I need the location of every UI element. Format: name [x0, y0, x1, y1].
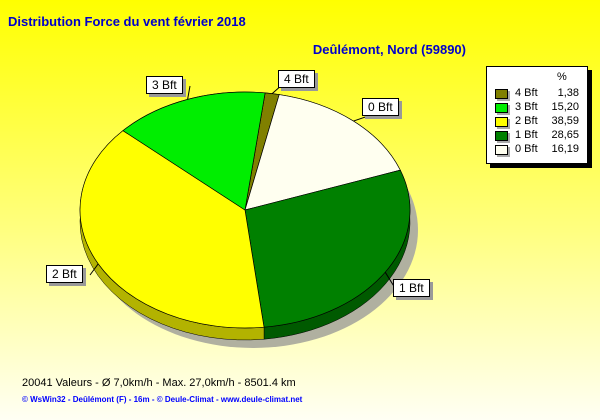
- legend-value: 16,19: [551, 143, 579, 155]
- legend-swatch: [495, 117, 508, 127]
- slice-label-0bft: 0 Bft: [362, 98, 399, 116]
- legend-label: 1 Bft: [515, 129, 538, 141]
- slice-label-4bft: 4 Bft: [278, 70, 315, 88]
- legend-item: 2 Bft 38,59: [495, 115, 583, 128]
- leader-line: [89, 263, 99, 276]
- chart-subtitle: Deûlémont, Nord (59890): [312, 42, 466, 57]
- legend-swatch: [495, 131, 508, 141]
- legend-label: 2 Bft: [515, 115, 538, 127]
- legend: % 4 Bft 1,38 3 Bft 15,20 2 Bft 38,59 1 Bft 28,6…: [486, 66, 588, 164]
- leader-line: [187, 85, 191, 100]
- legend-label: 4 Bft: [515, 87, 538, 99]
- slice-2bft: [79, 130, 265, 329]
- legend-unit: %: [557, 71, 567, 83]
- chart-title: Distribution Force du vent février 2018: [8, 14, 246, 29]
- slice-label-1bft: 1 Bft: [393, 279, 430, 297]
- legend-item: 4 Bft 1,38: [495, 87, 583, 100]
- legend-swatch: [495, 103, 508, 113]
- legend-swatch: [495, 89, 508, 99]
- legend-value: 28,65: [551, 129, 579, 141]
- legend-item: 1 Bft 28,65: [495, 129, 583, 142]
- slice-label-3bft: 3 Bft: [146, 76, 183, 94]
- legend-item: 0 Bft 16,19: [495, 143, 583, 156]
- legend-value: 15,20: [551, 101, 579, 113]
- legend-value: 38,59: [551, 115, 579, 127]
- legend-label: 0 Bft: [515, 143, 538, 155]
- legend-label: 3 Bft: [515, 101, 538, 113]
- legend-value: 1,38: [557, 87, 579, 99]
- footer-credits: © WsWin32 - Deûlémont (F) - 16m - © Deul…: [22, 395, 303, 404]
- slice-label-2bft: 2 Bft: [46, 265, 83, 283]
- slice-3bft: [122, 91, 266, 211]
- legend-item: 3 Bft 15,20: [495, 101, 583, 114]
- legend-swatch: [495, 145, 508, 155]
- footer-stats: 20041 Valeurs - Ø 7,0km/h - Max. 27,0km/…: [22, 377, 296, 389]
